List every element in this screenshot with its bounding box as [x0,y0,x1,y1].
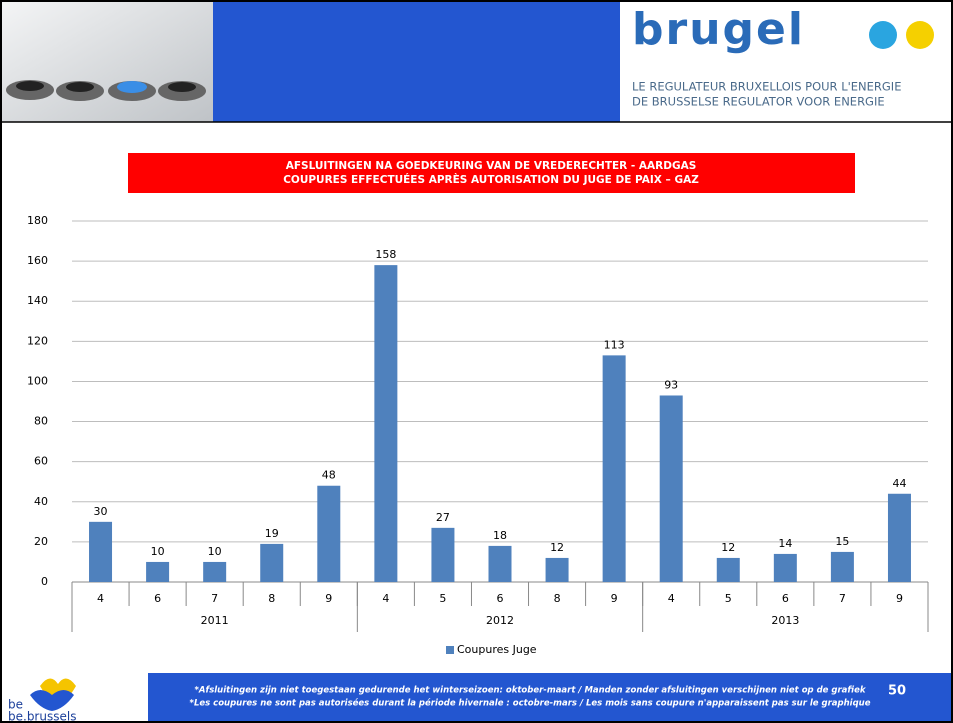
x-tick-label: 4 [97,592,104,605]
page-number: 50 [888,684,906,699]
y-tick-label: 80 [34,415,48,428]
x-tick-label: 7 [839,592,846,605]
data-label: 48 [322,469,336,482]
bar [146,562,169,582]
data-label: 113 [604,338,625,351]
y-tick-label: 100 [27,374,48,387]
tagline: DE BRUSSELSE REGULATOR VOOR ENERGIE [632,95,885,109]
bar [603,355,626,582]
slide: brugel LE REGULATEUR BRUXELLOIS POUR L'E… [0,0,953,723]
bar [431,528,454,582]
bar [260,544,283,582]
bar [374,265,397,582]
data-label: 15 [835,535,849,548]
bar [203,562,226,582]
x-tick-label: 9 [896,592,903,605]
data-label: 30 [94,505,108,518]
data-label: 19 [265,527,279,540]
x-tick-label: 4 [382,592,389,605]
legend-label: Coupures Juge [457,643,537,656]
y-tick-label: 0 [41,575,48,588]
bar [660,395,683,582]
x-tick-label: 4 [668,592,675,605]
logo: brugel [632,4,805,55]
bar [717,558,740,582]
data-label: 10 [151,545,165,558]
x-tick-label: 9 [325,592,332,605]
data-label: 12 [550,541,564,554]
y-tick-label: 120 [27,334,48,347]
data-label: 10 [208,545,222,558]
group-label: 2012 [486,614,514,627]
y-tick-label: 140 [27,294,48,307]
chart-title: AFSLUITINGEN NA GOEDKEURING VAN DE VREDE… [286,160,697,172]
logo-text: be.brussels [8,710,76,723]
footnote: *Les coupures ne sont pas autorisées dur… [190,698,871,709]
bar [489,546,512,582]
footnote: *Afsluitingen zijn niet toegestaan gedur… [194,686,866,696]
legend-swatch [446,646,454,654]
bar [888,494,911,582]
header-image [0,0,213,122]
x-tick-label: 9 [611,592,618,605]
header-band [213,0,620,122]
x-tick-label: 7 [211,592,218,605]
y-tick-label: 40 [34,495,48,508]
data-label: 12 [721,541,735,554]
y-tick-label: 160 [27,254,48,267]
x-tick-label: 5 [725,592,732,605]
x-tick-label: 6 [497,592,504,605]
x-tick-label: 8 [268,592,275,605]
x-tick-label: 6 [782,592,789,605]
bar [546,558,569,582]
bar [774,554,797,582]
data-label: 27 [436,511,450,524]
tagline: LE REGULATEUR BRUXELLOIS POUR L'ENERGIE [632,80,901,94]
data-label: 14 [778,537,792,550]
chart-title: COUPURES EFFECTUÉES APRÈS AUTORISATION D… [283,173,699,186]
bar [831,552,854,582]
y-tick-label: 20 [34,535,48,548]
y-tick-label: 60 [34,455,48,468]
logo-dot [869,21,897,49]
logo-dot [906,21,934,49]
bar [89,522,112,582]
data-label: 18 [493,529,507,542]
data-label: 158 [375,248,396,261]
x-tick-label: 5 [439,592,446,605]
x-tick-label: 8 [554,592,561,605]
x-tick-label: 6 [154,592,161,605]
title-box [128,153,855,193]
data-label: 93 [664,378,678,391]
data-label: 44 [892,477,906,490]
bar [317,486,340,582]
group-label: 2011 [201,614,229,627]
y-tick-label: 180 [27,214,48,227]
group-label: 2013 [771,614,799,627]
